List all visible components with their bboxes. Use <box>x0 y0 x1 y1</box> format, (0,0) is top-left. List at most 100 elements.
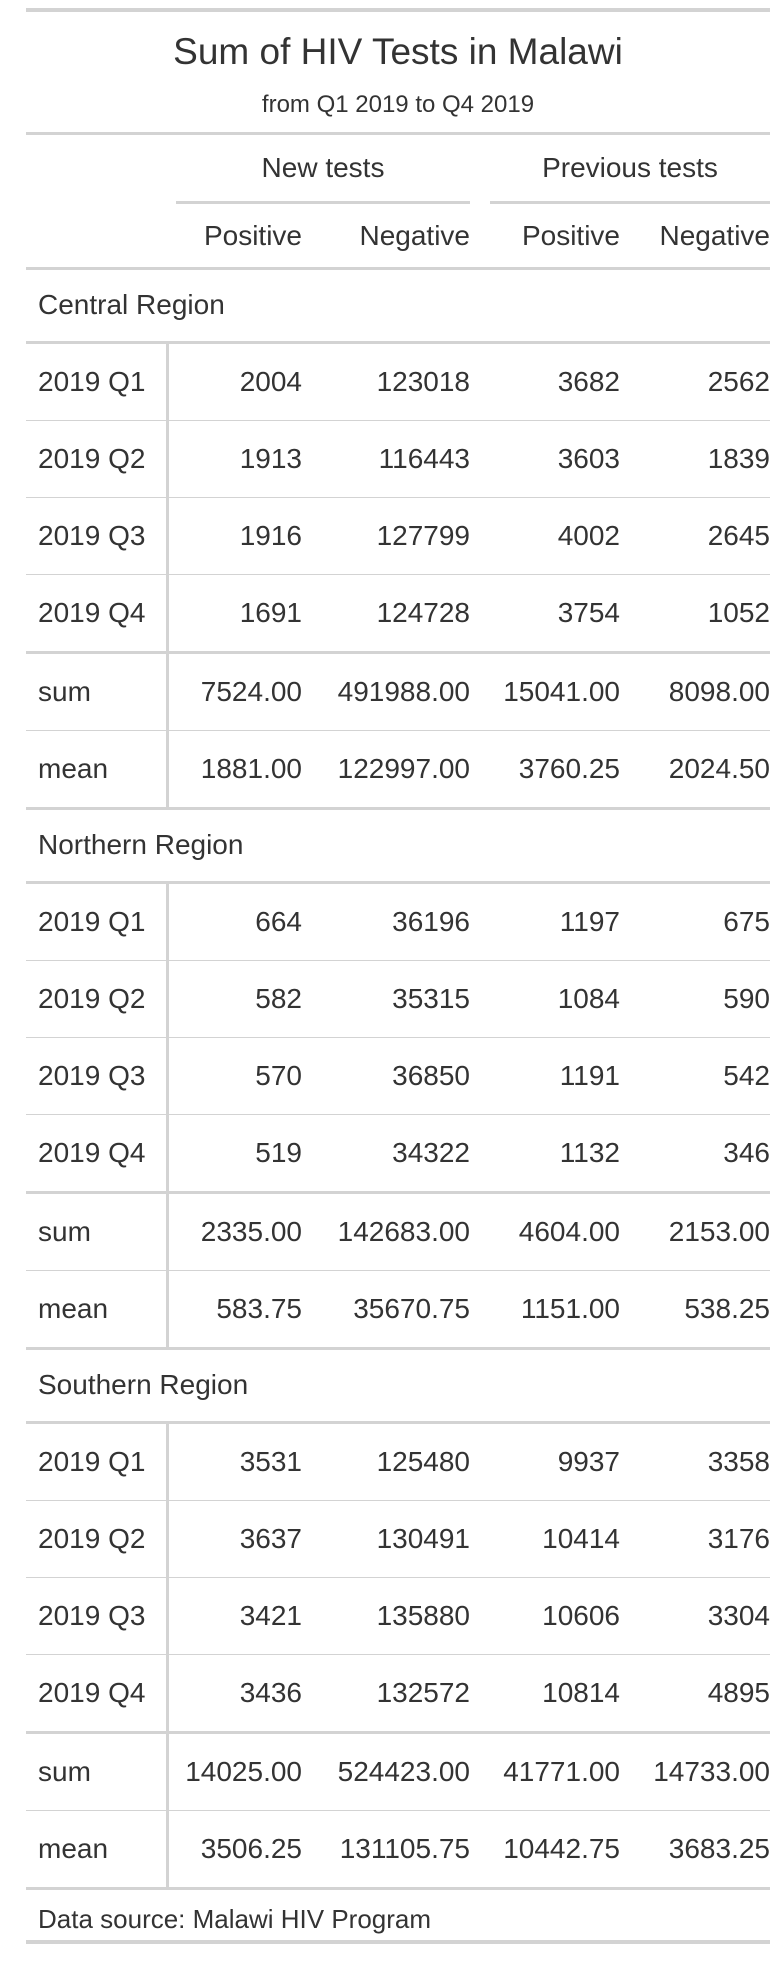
table-cell: 1197 <box>559 906 620 937</box>
table-cell: 570 <box>255 1060 302 1091</box>
summary-cell: 8098.00 <box>668 676 770 707</box>
stub-divider <box>166 1038 169 1114</box>
stub-divider <box>166 1655 169 1731</box>
heading-rule <box>26 132 770 135</box>
summary-cell: 14025.00 <box>185 1756 302 1787</box>
summary-row: mean 1881.00 122997.00 3760.25 2024.50 <box>26 731 770 810</box>
row-label: 2019 Q3 <box>38 1060 146 1091</box>
table-cell: 4895 <box>707 1677 770 1708</box>
table-cell: 346 <box>723 1137 770 1168</box>
table-cell: 135880 <box>376 1600 470 1631</box>
table-bottom-rule <box>26 1940 770 1944</box>
summary-cell: 122997.00 <box>337 753 470 784</box>
stub-divider <box>166 731 169 807</box>
column-header-rule <box>26 267 770 270</box>
table-cell: 125480 <box>376 1446 470 1477</box>
table-cell: 34322 <box>392 1137 470 1168</box>
stub-divider <box>166 344 169 420</box>
table-cell: 675 <box>723 906 770 937</box>
summary-label: sum <box>38 1216 91 1247</box>
table-cell: 36850 <box>392 1060 470 1091</box>
table-subtitle: from Q1 2019 to Q4 2019 <box>261 91 535 118</box>
summary-cell: 35670.75 <box>353 1293 470 1324</box>
table-row: 2019 Q1 3531 125480 9937 3358 <box>26 1424 770 1501</box>
row-label: 2019 Q4 <box>38 597 146 628</box>
table-cell: 130491 <box>376 1523 470 1554</box>
table-cell: 519 <box>255 1137 302 1168</box>
row-label: 2019 Q1 <box>38 366 146 397</box>
stub-divider <box>166 1194 169 1270</box>
spanner-row: New tests Previous tests <box>26 135 770 204</box>
table-cell: 3176 <box>707 1523 770 1554</box>
table-cell: 590 <box>723 983 770 1014</box>
table-row: 2019 Q2 1913 116443 3603 1839 <box>26 421 770 498</box>
row-label: 2019 Q2 <box>38 983 146 1014</box>
table-cell: 116443 <box>378 443 470 474</box>
summary-cell: 3760.25 <box>518 753 620 784</box>
stub-divider <box>166 884 169 960</box>
column-header-new-negative: Negative <box>359 220 470 251</box>
row-label: 2019 Q3 <box>38 1600 146 1631</box>
table-row: 2019 Q2 3637 130491 10414 3176 <box>26 1501 770 1578</box>
spanner-label-new-tests: New tests <box>261 152 385 183</box>
summary-cell: 14733.00 <box>653 1756 770 1787</box>
summary-cell: 2335.00 <box>200 1216 302 1247</box>
table-cell: 10606 <box>542 1600 620 1631</box>
table-row: 2019 Q3 570 36850 1191 542 <box>26 1038 770 1115</box>
summary-label: mean <box>38 1293 109 1324</box>
summary-label: mean <box>38 1833 109 1864</box>
table-cell: 1052 <box>707 597 770 628</box>
spanner-new-tests: New tests <box>176 135 470 204</box>
table-cell: 132572 <box>376 1677 470 1708</box>
summary-cell: 1881.00 <box>200 753 302 784</box>
table-cell: 36196 <box>392 906 470 937</box>
table-cell: 2645 <box>707 520 770 551</box>
stub-divider <box>166 1811 169 1887</box>
table-row: 2019 Q4 1691 124728 3754 1052 <box>26 575 770 651</box>
table-cell: 3754 <box>557 597 620 628</box>
spanner-previous-tests: Previous tests <box>490 135 770 204</box>
table-row: 2019 Q2 582 35315 1084 590 <box>26 961 770 1038</box>
summary-row: sum 2335.00 142683.00 4604.00 2153.00 <box>26 1191 770 1271</box>
table-cell: 3531 <box>239 1446 302 1477</box>
summary-row: sum 7524.00 491988.00 15041.00 8098.00 <box>26 651 770 731</box>
table-cell: 127799 <box>376 520 470 551</box>
spanner-underline <box>490 201 770 204</box>
table-row: 2019 Q3 3421 135880 10606 3304 <box>26 1578 770 1655</box>
stub-divider <box>166 1424 169 1500</box>
summary-cell: 3506.25 <box>200 1833 302 1864</box>
table-cell: 3358 <box>707 1446 770 1477</box>
source-note: Data source: Malawi HIV Program <box>38 1904 432 1934</box>
table-cell: 3421 <box>239 1600 302 1631</box>
summary-cell: 7524.00 <box>200 676 302 707</box>
spanner-label-previous-tests: Previous tests <box>542 152 718 183</box>
table-row: 2019 Q4 519 34322 1132 346 <box>26 1115 770 1191</box>
table-top-rule <box>26 8 770 12</box>
column-header-previous-positive: Positive <box>521 220 620 251</box>
stub-divider <box>166 575 169 651</box>
table-cell: 1913 <box>239 443 302 474</box>
summary-cell: 491988.00 <box>337 676 470 707</box>
table-cell: 10414 <box>542 1523 620 1554</box>
row-label: 2019 Q1 <box>38 906 146 937</box>
stub-divider <box>166 1115 169 1191</box>
summary-cell: 15041.00 <box>503 676 620 707</box>
table-row: 2019 Q1 664 36196 1197 675 <box>26 884 770 961</box>
stub-divider <box>166 421 169 497</box>
summary-row: mean 3506.25 131105.75 10442.75 3683.25 <box>26 1811 770 1890</box>
row-group-heading: Northern Region <box>26 810 770 884</box>
table-cell: 1084 <box>557 983 620 1014</box>
stub-divider <box>166 498 169 574</box>
column-header-new-positive: Positive <box>203 220 302 251</box>
summary-cell: 131105.75 <box>339 1833 470 1864</box>
row-label: 2019 Q2 <box>38 443 146 474</box>
summary-cell: 41771.00 <box>503 1756 620 1787</box>
summary-cell: 3683.25 <box>668 1833 770 1864</box>
summary-cell: 1151.00 <box>520 1293 620 1324</box>
stub-divider <box>166 961 169 1037</box>
table-cell: 542 <box>723 1060 770 1091</box>
table-cell: 1191 <box>559 1060 620 1091</box>
row-group-heading: Central Region <box>26 270 770 344</box>
summary-cell: 583.75 <box>216 1293 302 1324</box>
row-label: 2019 Q4 <box>38 1137 146 1168</box>
